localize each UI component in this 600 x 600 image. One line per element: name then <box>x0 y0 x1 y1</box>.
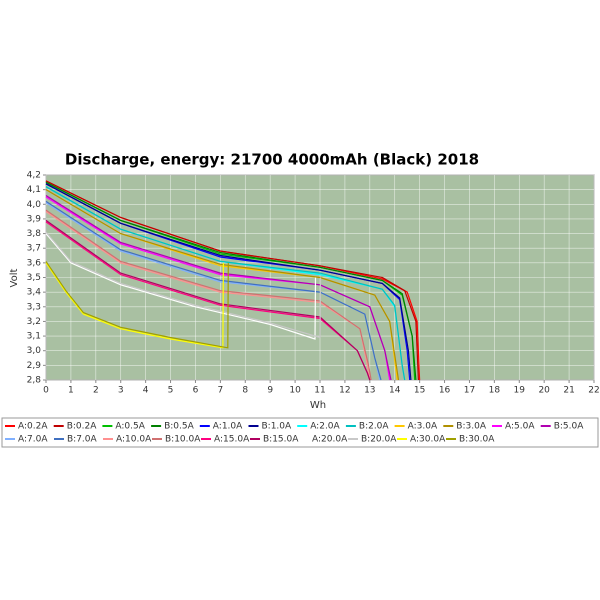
x-tick-label: 17 <box>464 386 475 396</box>
legend-label: B:0.2A <box>67 422 98 432</box>
legend-label: A:10.0A <box>116 435 152 445</box>
y-tick-label: 2,9 <box>27 361 42 371</box>
x-tick-label: 6 <box>193 386 199 396</box>
y-axis-label: Volt <box>9 268 20 287</box>
legend-label: B:10.0A <box>165 435 201 445</box>
x-tick-label: 18 <box>489 386 501 396</box>
legend-label: B:15.0A <box>263 435 299 445</box>
x-tick-label: 21 <box>563 386 574 396</box>
x-tick-label: 20 <box>538 386 550 396</box>
series-line <box>45 180 419 381</box>
legend-label: A:5.0A <box>505 422 535 432</box>
legend-label: A:15.0A <box>214 435 250 445</box>
y-tick-label: 4,0 <box>27 200 42 210</box>
y-tick-label: 3,1 <box>27 332 41 342</box>
legend-label: A:1.0A <box>213 422 243 432</box>
x-tick-label: 14 <box>389 386 401 396</box>
series-line <box>45 233 317 340</box>
x-tick-label: 7 <box>217 386 223 396</box>
series-line <box>45 231 322 339</box>
series-line <box>45 262 224 349</box>
series-line <box>45 261 229 349</box>
x-axis-label: Wh <box>310 400 326 411</box>
x-tick-label: 4 <box>143 386 149 396</box>
y-tick-label: 4,2 <box>27 171 41 181</box>
x-tick-label: 13 <box>364 386 375 396</box>
y-tick-label: 3,0 <box>27 346 42 356</box>
legend-label: A:0.5A <box>115 422 145 432</box>
legend-label: B:0.5A <box>164 422 195 432</box>
x-tick-label: 10 <box>289 386 301 396</box>
y-tick-label: 4,1 <box>27 185 41 195</box>
legend-label: B:3.0A <box>456 422 487 432</box>
series-line <box>45 183 412 381</box>
x-tick-label: 3 <box>118 386 124 396</box>
x-tick-label: 1 <box>68 386 74 396</box>
legend-label: B:20.0A <box>361 435 397 445</box>
legend-label: A:30.0A <box>410 435 446 445</box>
legend-label: A:0.2A <box>18 422 48 432</box>
y-tick-label: 3,5 <box>27 273 41 283</box>
x-tick-label: 5 <box>168 386 174 396</box>
x-tick-label: 15 <box>414 386 425 396</box>
y-tick-label: 3,4 <box>27 288 42 298</box>
x-tick-label: 12 <box>339 386 350 396</box>
legend-label: A:20.0A <box>312 435 348 445</box>
legend-label: B:7.0A <box>67 435 98 445</box>
x-tick-label: 19 <box>514 386 526 396</box>
legend-label: B:2.0A <box>359 422 390 432</box>
legend-label: B:1.0A <box>262 422 293 432</box>
legend-label: B:5.0A <box>554 422 585 432</box>
legend-box <box>1 417 599 448</box>
x-tick-label: 22 <box>588 386 599 396</box>
y-tick-label: 3,7 <box>27 244 41 254</box>
chart-title: Discharge, energy: 21700 4000mAh (Black)… <box>65 151 479 169</box>
series-line <box>45 181 417 381</box>
y-tick-label: 3,8 <box>27 229 42 239</box>
y-tick-label: 3,2 <box>27 317 41 327</box>
x-tick-label: 2 <box>93 386 99 396</box>
x-tick-label: 0 <box>43 386 49 396</box>
x-tick-label: 11 <box>314 386 325 396</box>
legend-label: B:30.0A <box>459 435 495 445</box>
series-line <box>45 186 406 381</box>
legend-label: A:2.0A <box>310 422 340 432</box>
x-tick-label: 16 <box>439 386 451 396</box>
x-tick-label: 9 <box>267 386 273 396</box>
y-tick-label: 3,9 <box>27 214 42 224</box>
legend-label: A:3.0A <box>408 422 438 432</box>
x-tick-label: 8 <box>242 386 248 396</box>
y-tick-label: 3,3 <box>27 302 41 312</box>
y-tick-label: 3,6 <box>27 258 42 268</box>
legend-label: A:7.0A <box>18 435 48 445</box>
y-tick-label: 2,8 <box>27 376 42 386</box>
